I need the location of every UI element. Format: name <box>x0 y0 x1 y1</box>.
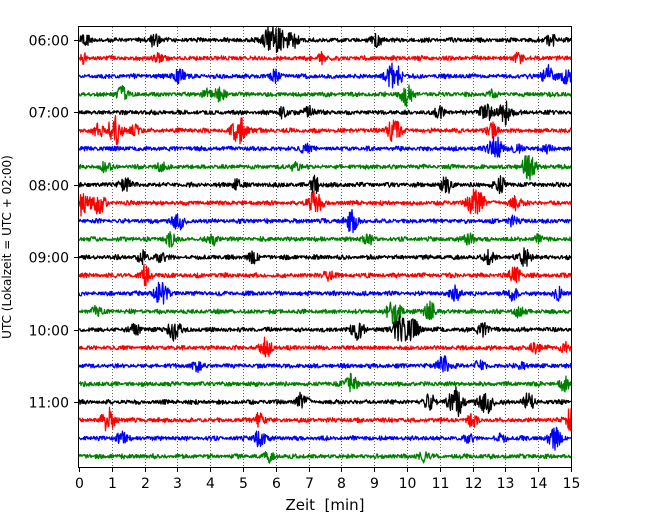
trace-1130 <box>78 426 572 451</box>
trace-0800 <box>78 174 572 195</box>
x-tick-label: 15 <box>563 476 581 492</box>
trace-0845 <box>78 231 572 248</box>
trace-0630 <box>78 62 572 89</box>
trace-0700 <box>78 100 572 126</box>
trace-1000 <box>78 315 572 342</box>
y-tick-label: 06:00 <box>29 34 69 50</box>
x-tick-label: 0 <box>75 476 84 492</box>
trace-0730 <box>78 135 572 158</box>
x-tick-label: 8 <box>337 476 346 492</box>
trace-0745 <box>78 154 572 181</box>
trace-0815 <box>78 188 572 217</box>
x-tick-label: 7 <box>305 476 314 492</box>
x-tick-label: 5 <box>239 476 248 492</box>
trace-1115 <box>78 406 572 432</box>
x-tick-label: 11 <box>432 476 450 492</box>
y-axis-ticks: 06:00 07:00 08:00 09:00 10:00 11:00 <box>29 34 79 412</box>
y-tick-label: 10:00 <box>29 324 69 340</box>
x-tick-label: 3 <box>173 476 182 492</box>
trace-0830 <box>78 209 572 234</box>
plot-frame <box>78 26 572 468</box>
trace-0930 <box>78 281 572 305</box>
x-tick-label: 2 <box>141 476 150 492</box>
x-tick-label: 9 <box>370 476 379 492</box>
x-tick-label: 4 <box>206 476 215 492</box>
y-axis-label: UTC (Lokalzeit = UTC + 02:00) <box>0 155 14 339</box>
trace-0600 <box>78 25 572 54</box>
trace-0900 <box>78 247 572 267</box>
trace-1100 <box>78 386 572 417</box>
trace-0945 <box>78 300 572 325</box>
x-tick-label: 10 <box>399 476 417 492</box>
trace-0615 <box>78 50 572 66</box>
x-tick-label: 1 <box>108 476 117 492</box>
y-tick-label: 07:00 <box>29 106 69 122</box>
x-tick-label: 12 <box>465 476 483 492</box>
x-axis-ticks: 0 1 2 3 4 5 6 7 8 9 10 11 12 13 14 15 <box>75 467 580 492</box>
trace-1045 <box>78 372 572 393</box>
trace-0915 <box>78 263 572 287</box>
y-tick-label: 11:00 <box>29 396 69 412</box>
x-tick-label: 14 <box>530 476 548 492</box>
trace-series <box>78 25 572 464</box>
vertical-gridlines <box>112 27 539 467</box>
trace-1015 <box>78 336 572 358</box>
x-tick-label: 13 <box>497 476 515 492</box>
trace-0645 <box>78 84 572 108</box>
x-axis-label: Zeit [min] <box>285 496 364 514</box>
trace-1145 <box>78 451 572 464</box>
y-tick-label: 08:00 <box>29 179 69 195</box>
trace-1030 <box>78 355 572 374</box>
x-tick-label: 6 <box>272 476 281 492</box>
y-tick-label: 09:00 <box>29 251 69 267</box>
trace-0715 <box>78 114 572 146</box>
